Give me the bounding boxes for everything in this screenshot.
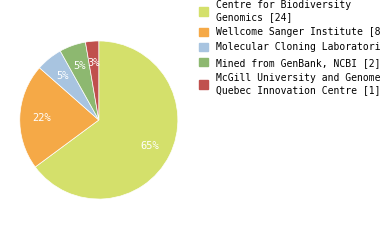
Wedge shape [86, 41, 99, 120]
Wedge shape [60, 42, 99, 120]
Text: 5%: 5% [57, 71, 69, 81]
Text: 22%: 22% [33, 113, 51, 123]
Text: 5%: 5% [74, 61, 86, 71]
Text: 3%: 3% [88, 58, 100, 68]
Wedge shape [40, 51, 99, 120]
Wedge shape [35, 41, 178, 199]
Legend: Centre for Biodiversity
Genomics [24], Wellcome Sanger Institute [8], Molecular : Centre for Biodiversity Genomics [24], W… [199, 0, 380, 95]
Text: 65%: 65% [140, 141, 159, 151]
Wedge shape [20, 68, 99, 167]
